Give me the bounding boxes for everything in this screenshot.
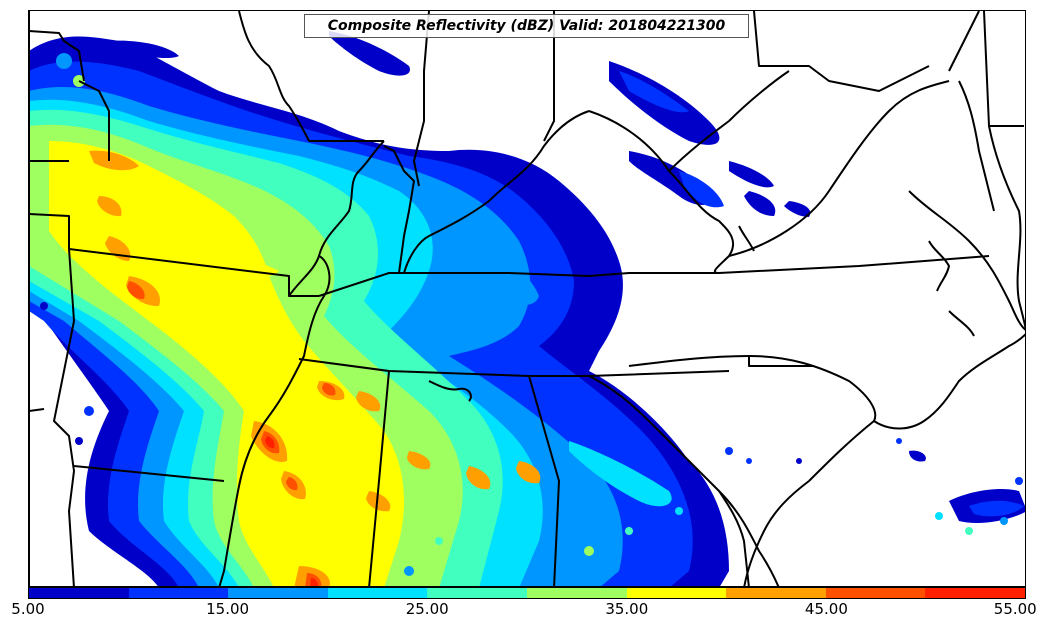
reflectivity-level-35 bbox=[49, 141, 404, 586]
reflectivity-map-svg bbox=[29, 11, 1025, 586]
colorbar-segment bbox=[526, 588, 627, 598]
radar-map bbox=[28, 10, 1026, 587]
colorbar-tick-label: 45.00 bbox=[804, 600, 848, 618]
reflectivity-field bbox=[29, 31, 1025, 586]
colorbar-segment bbox=[128, 588, 229, 598]
colorbar-tick-label: 35.00 bbox=[605, 600, 649, 618]
colorbar-segment bbox=[925, 588, 1025, 598]
colorbar-segment bbox=[427, 588, 527, 598]
colorbar-segment bbox=[228, 588, 328, 598]
colorbar-segment bbox=[825, 588, 926, 598]
colorbar-tick-label: 55.00 bbox=[993, 600, 1037, 618]
colorbar-tick-label: 15.00 bbox=[206, 600, 250, 618]
colorbar-segment bbox=[726, 588, 826, 598]
state-boundaries bbox=[29, 11, 1025, 586]
colorbar bbox=[28, 587, 1026, 599]
reflectivity-level-50 bbox=[265, 436, 319, 586]
colorbar-tick-label: 5.00 bbox=[11, 600, 45, 618]
scattered-echoes bbox=[40, 53, 1023, 576]
colorbar-segment bbox=[327, 588, 428, 598]
map-title: Composite Reflectivity (dBZ) Valid: 2018… bbox=[304, 14, 749, 38]
colorbar-segment bbox=[626, 588, 727, 598]
colorbar-segment bbox=[29, 588, 129, 598]
colorbar-tick-label: 25.00 bbox=[405, 600, 449, 618]
